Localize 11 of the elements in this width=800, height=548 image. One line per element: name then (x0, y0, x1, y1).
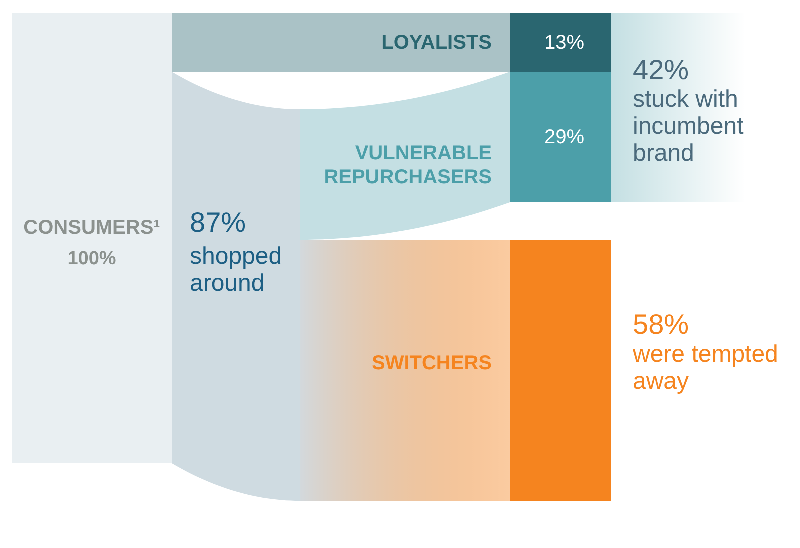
data-label: 29% (544, 126, 585, 148)
category-label: CONSUMERS¹ (24, 217, 161, 239)
data-label: 13% (544, 32, 585, 54)
text: were tempted away (632, 341, 778, 395)
text: 87% shopped around (190, 207, 282, 297)
category-label: SWITCHERS (372, 352, 492, 374)
data-label: 100% (68, 248, 116, 270)
category-label: VULNERABLE REPURCHASERS (324, 142, 492, 188)
category-label: LOYALISTS (382, 32, 492, 54)
text: 42% stuck with incumbent brand (633, 54, 744, 167)
data-label: 58% (633, 309, 690, 340)
